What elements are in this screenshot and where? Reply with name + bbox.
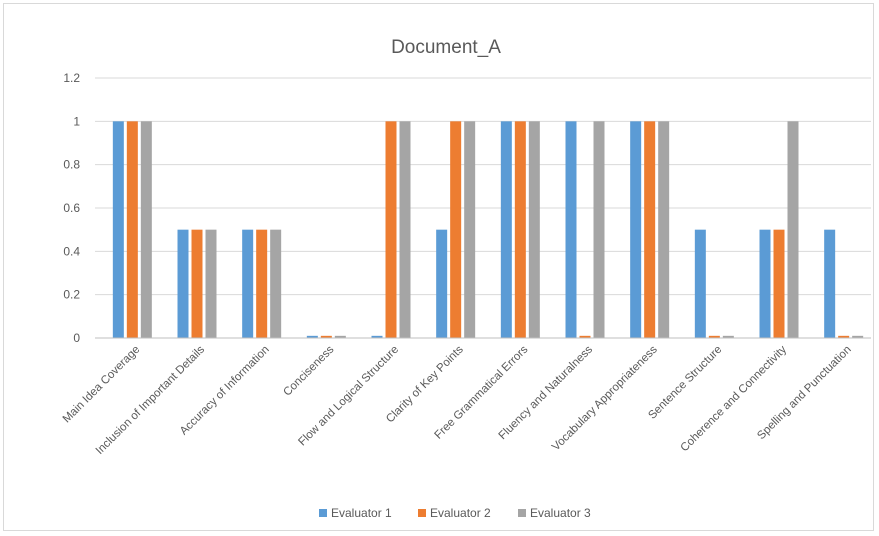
bar-evaluator-3 xyxy=(593,121,605,338)
x-category-label: Conciseness xyxy=(281,343,336,398)
legend-label: Evaluator 3 xyxy=(530,506,591,520)
bar-evaluator-2 xyxy=(320,335,332,338)
bar-evaluator-3 xyxy=(722,335,734,338)
bar-evaluator-1 xyxy=(306,335,318,338)
bar-evaluator-3 xyxy=(334,335,346,338)
bar-evaluator-2 xyxy=(256,229,268,338)
bar-evaluator-1 xyxy=(565,121,577,338)
y-tick-label: 0.4 xyxy=(63,244,80,258)
bar-evaluator-3 xyxy=(270,229,282,338)
bar-evaluator-1 xyxy=(759,229,771,338)
bar-evaluator-2 xyxy=(579,335,591,338)
y-axis-ticks: 0 0.2 0.4 0.6 0.8 1 1.2 xyxy=(63,71,80,345)
bar-evaluator-2 xyxy=(385,121,397,338)
bar-evaluator-3 xyxy=(528,121,540,338)
bar-evaluator-1 xyxy=(242,229,254,338)
legend-label: Evaluator 2 xyxy=(430,506,491,520)
legend-label: Evaluator 1 xyxy=(331,506,392,520)
x-category-label: Vocabulary Appropriateness xyxy=(550,343,660,453)
bar-evaluator-2 xyxy=(450,121,462,338)
bar-evaluator-1 xyxy=(694,229,706,338)
bar-evaluator-1 xyxy=(177,229,189,338)
y-tick-label: 1 xyxy=(73,114,80,128)
x-category-label: Sentence Structure xyxy=(646,344,724,422)
bar-evaluator-1 xyxy=(630,121,642,338)
bar-evaluator-1 xyxy=(500,121,512,338)
bar-evaluator-2 xyxy=(191,229,203,338)
y-tick-label: 1.2 xyxy=(63,71,80,85)
bar-evaluator-3 xyxy=(399,121,411,338)
bar-evaluator-1 xyxy=(112,121,124,338)
bar-evaluator-1 xyxy=(371,335,383,338)
bars xyxy=(112,121,864,338)
bar-evaluator-2 xyxy=(126,121,138,338)
bar-evaluator-3 xyxy=(658,121,670,338)
bar-evaluator-2 xyxy=(708,335,720,338)
bar-evaluator-3 xyxy=(205,229,217,338)
y-tick-label: 0 xyxy=(73,331,80,345)
legend-swatch xyxy=(418,509,426,517)
bar-evaluator-3 xyxy=(787,121,799,338)
bar-evaluator-2 xyxy=(514,121,526,338)
legend-swatch xyxy=(518,509,526,517)
x-category-label: Inclusion of Important Details xyxy=(94,343,208,457)
chart-title: Document_A xyxy=(391,37,501,58)
bar-evaluator-2 xyxy=(644,121,656,338)
legend: Evaluator 1 Evaluator 2 Evaluator 3 xyxy=(319,506,591,520)
legend-swatch xyxy=(319,509,327,517)
bar-evaluator-1 xyxy=(824,229,836,338)
y-tick-label: 0.2 xyxy=(63,288,80,302)
y-tick-label: 0.8 xyxy=(63,158,80,172)
bar-evaluator-2 xyxy=(838,335,850,338)
bar-evaluator-3 xyxy=(464,121,476,338)
bar-evaluator-1 xyxy=(436,229,448,338)
gridlines xyxy=(95,77,871,296)
x-category-label: Coherence and Connectivity xyxy=(678,343,789,454)
y-tick-label: 0.6 xyxy=(63,201,80,215)
bar-evaluator-3 xyxy=(852,335,864,338)
bar-evaluator-2 xyxy=(773,229,785,338)
bar-evaluator-3 xyxy=(140,121,152,338)
